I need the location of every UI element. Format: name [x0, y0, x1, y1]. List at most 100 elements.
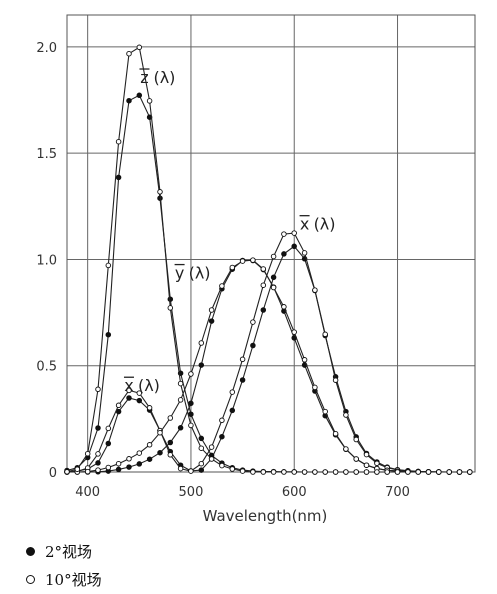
data-point: [177, 425, 184, 431]
data-point: [208, 318, 215, 324]
data-point: [436, 469, 442, 475]
data-point: [219, 462, 225, 469]
annotation-suffix: (λ): [314, 215, 336, 234]
data-point: [126, 395, 132, 401]
data-point: [219, 433, 225, 440]
data-point: [291, 243, 297, 250]
annotation-letter: x: [300, 215, 309, 234]
series-line: [67, 259, 470, 473]
series-z-open: [64, 44, 473, 475]
data-point: [250, 257, 256, 263]
data-point: [250, 319, 256, 325]
data-point: [415, 469, 421, 475]
data-point: [353, 436, 359, 443]
annotation-letter: x: [124, 376, 133, 395]
data-point: [312, 384, 318, 391]
data-point: [301, 469, 308, 475]
grid-lines: [67, 15, 475, 473]
data-point: [239, 377, 246, 383]
data-point: [270, 274, 277, 281]
annotation-suffix: (λ): [189, 264, 211, 283]
data-point: [126, 97, 132, 104]
open-dot-icon: [26, 575, 35, 584]
data-point: [363, 451, 370, 458]
data-point: [208, 444, 215, 450]
data-point: [467, 469, 473, 475]
data-point: [446, 469, 452, 475]
data-point: [343, 469, 349, 475]
data-point: [270, 284, 277, 291]
data-point: [136, 390, 143, 396]
data-point: [136, 461, 143, 467]
annotation-x-bar: x (λ): [123, 376, 160, 395]
data-point: [188, 422, 194, 429]
annotation-letter: z: [140, 68, 148, 87]
series-z-filled: [64, 92, 473, 475]
x-tick-label: 500: [179, 485, 204, 500]
data-point: [105, 425, 112, 432]
data-point: [105, 464, 112, 471]
data-point: [239, 356, 246, 363]
data-point: [219, 283, 225, 289]
color-matching-chart: 400 500 600 700 0 0.5 1.0 1.5 2.0 z (λ) x (λ) y (λ) x (…: [36, 14, 476, 525]
data-point: [167, 305, 174, 311]
data-point: [281, 251, 287, 257]
data-point: [229, 466, 236, 472]
data-point: [260, 469, 267, 475]
data-point: [405, 469, 411, 475]
data-point: [188, 371, 194, 377]
legend-entry-10deg: 10°视场: [26, 569, 102, 590]
y-tick-label: 0: [49, 466, 57, 481]
data-point: [229, 264, 236, 271]
legend-entry-2deg: 2°视场: [26, 541, 92, 562]
data-point: [84, 450, 91, 457]
x-tick-label: 700: [385, 485, 410, 500]
data-point: [126, 387, 132, 394]
data-point: [270, 253, 277, 260]
data-point: [177, 397, 184, 403]
data-point: [322, 408, 328, 415]
data-point: [425, 469, 432, 475]
annotation-x-bar: x (λ): [299, 215, 336, 234]
annotation-letter: y: [175, 264, 184, 283]
data-point: [95, 467, 101, 473]
data-point: [146, 442, 153, 448]
data-point: [105, 331, 112, 338]
data-point: [157, 449, 163, 456]
y-tick-label: 2.0: [36, 41, 57, 56]
data-point: [126, 456, 132, 462]
series-x-open: [64, 230, 473, 475]
series-curves: [64, 44, 473, 475]
data-point: [198, 435, 205, 442]
data-point: [105, 440, 112, 447]
data-point: [301, 357, 308, 363]
y-tick-label: 1.5: [36, 147, 57, 162]
data-point: [115, 466, 122, 473]
x-tick-label: 400: [75, 485, 100, 500]
data-point: [126, 50, 132, 57]
data-point: [136, 397, 143, 404]
data-point: [363, 469, 370, 475]
data-point: [229, 389, 236, 395]
annotation-y-bar: y (λ): [174, 264, 211, 283]
data-point: [208, 456, 215, 462]
filled-dot-icon: [26, 547, 35, 556]
series-line: [66, 46, 470, 473]
data-point: [239, 258, 246, 264]
data-point: [64, 469, 70, 475]
legend-label-10deg: 10°视场: [45, 571, 102, 589]
plot-frame: [66, 14, 476, 473]
data-point: [146, 405, 153, 411]
data-point: [198, 467, 205, 473]
data-point: [260, 282, 267, 288]
data-point: [332, 377, 339, 383]
data-point: [260, 307, 267, 313]
x-tick-label: 600: [282, 485, 307, 500]
data-point: [301, 250, 308, 256]
annotation-suffix: (λ): [138, 376, 160, 395]
data-point: [95, 460, 101, 466]
data-point: [374, 460, 380, 467]
data-point: [208, 307, 215, 313]
data-point: [291, 329, 297, 335]
data-point: [74, 466, 81, 472]
